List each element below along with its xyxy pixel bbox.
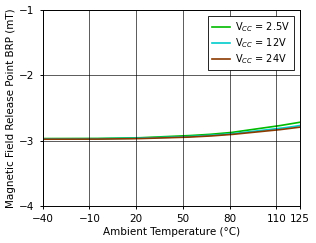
V$_{CC}$ = 24V [41,138,45,141]
V$_{CC}$ = 12V [165,136,168,139]
V$_{CC}$ = 2.5V [298,121,302,124]
V$_{CC}$ = 2.5V [194,134,198,137]
Legend: V$_{CC}$ = 2.5V, V$_{CC}$ = 12V, V$_{CC}$ = 24V: V$_{CC}$ = 2.5V, V$_{CC}$ = 12V, V$_{CC}… [209,16,294,70]
V$_{CC}$ = 24V [252,131,255,134]
V$_{CC}$ = 12V [252,130,255,133]
V$_{CC}$ = 12V [298,124,302,127]
Line: V$_{CC}$ = 2.5V: V$_{CC}$ = 2.5V [43,122,300,139]
V$_{CC}$ = 24V [163,136,167,139]
V$_{CC}$ = 12V [163,136,167,139]
V$_{CC}$ = 24V [292,126,295,129]
V$_{CC}$ = 12V [292,125,295,128]
V$_{CC}$ = 24V [180,136,184,139]
V$_{CC}$ = 12V [180,136,184,139]
V$_{CC}$ = 2.5V [180,135,184,138]
V$_{CC}$ = 24V [298,126,302,129]
V$_{CC}$ = 12V [41,138,45,140]
X-axis label: Ambient Temperature (°C): Ambient Temperature (°C) [103,227,240,237]
V$_{CC}$ = 2.5V [292,122,295,125]
V$_{CC}$ = 12V [194,135,198,138]
V$_{CC}$ = 2.5V [252,128,255,131]
V$_{CC}$ = 2.5V [163,135,167,138]
V$_{CC}$ = 2.5V [41,137,45,140]
Y-axis label: Magnetic Field Release Point BRP (mT): Magnetic Field Release Point BRP (mT) [6,8,16,208]
Line: V$_{CC}$ = 24V: V$_{CC}$ = 24V [43,127,300,139]
V$_{CC}$ = 24V [165,136,168,139]
V$_{CC}$ = 24V [194,135,198,138]
V$_{CC}$ = 2.5V [165,135,168,138]
Line: V$_{CC}$ = 12V: V$_{CC}$ = 12V [43,126,300,139]
